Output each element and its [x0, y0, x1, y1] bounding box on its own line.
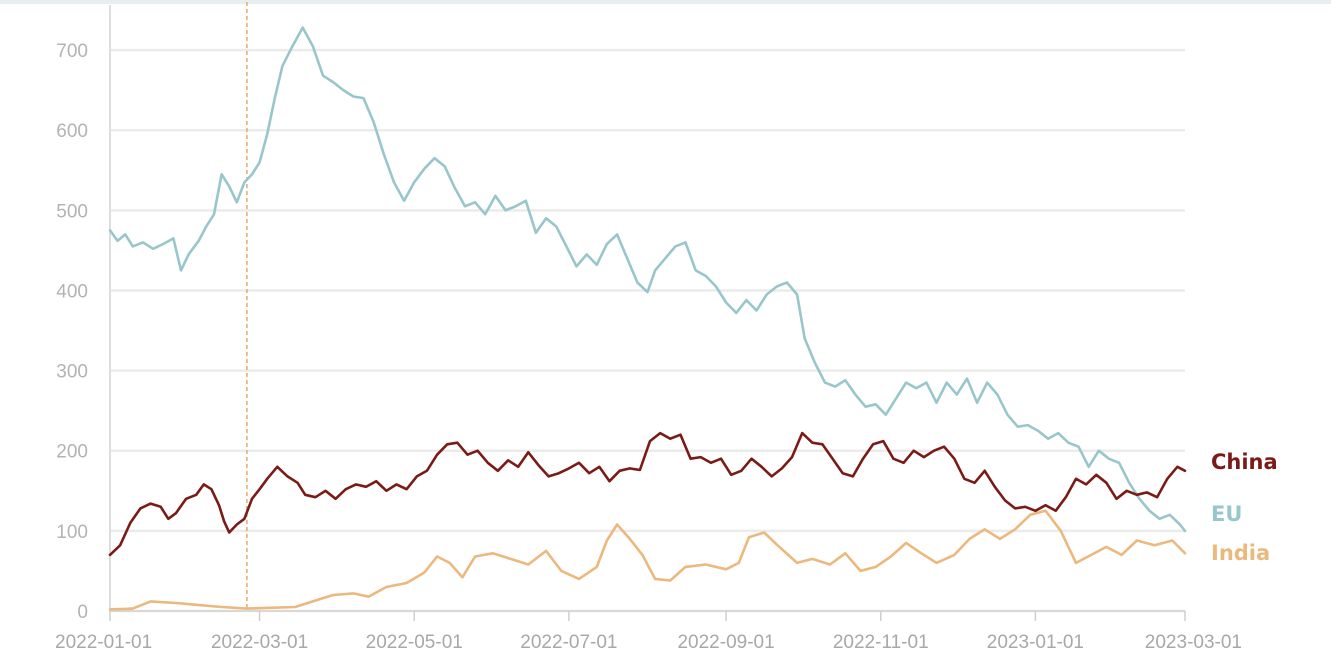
series-lines [108, 26, 1187, 611]
y-axis-ticks: 0 100 200 300 400 500 600 700 [56, 41, 88, 623]
grid-lines [109, 5, 1185, 613]
series-line-china [108, 431, 1187, 557]
x-tick-label: 2022-01-01 [55, 632, 152, 653]
x-tick-label: 2023-03-01 [1145, 632, 1242, 653]
x-tick-label: 2022-07-01 [520, 632, 617, 653]
y-tick-label: 500 [56, 201, 88, 222]
series-labels: China EU India [1211, 450, 1278, 565]
x-tick-label: 2023-01-01 [987, 632, 1084, 653]
x-tick-label: 2022-09-01 [677, 632, 774, 653]
series-line-eu [108, 26, 1187, 533]
y-tick-label: 700 [56, 41, 88, 62]
x-tick-label: 2022-03-01 [211, 632, 308, 653]
y-tick-label: 200 [56, 442, 88, 463]
x-axis-ticks: 2022-01-01 2022-03-01 2022-05-01 2022-07-01… [55, 611, 1242, 653]
y-tick-label: 300 [56, 362, 88, 383]
series-label-eu: EU [1211, 502, 1242, 526]
series-label-india: India [1211, 541, 1270, 565]
x-tick-label: 2022-05-01 [366, 632, 463, 653]
y-tick-label: 100 [56, 522, 88, 543]
y-tick-label: 400 [56, 281, 88, 302]
y-tick-label: 0 [77, 602, 88, 623]
y-tick-label: 600 [56, 121, 88, 142]
series-line-india [108, 509, 1187, 611]
x-tick-label: 2022-11-01 [833, 632, 929, 653]
series-label-china: China [1211, 450, 1278, 474]
top-rule [0, 0, 1331, 4]
